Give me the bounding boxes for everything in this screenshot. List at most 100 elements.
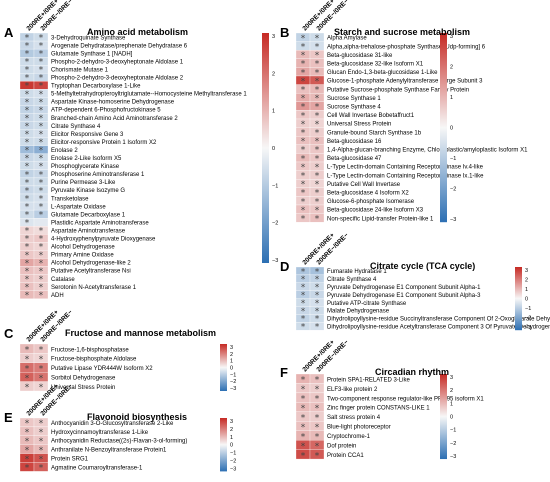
- row-label: Putative ATP-citrate Synthase: [327, 301, 407, 307]
- colorbar-tick-label: −3: [450, 217, 456, 223]
- significance-star: *: [315, 137, 320, 147]
- significance-star: *: [301, 283, 306, 293]
- row-label: Aspartate Kinase-homoserine Dehydrogenas…: [51, 100, 175, 106]
- significance-star: *: [301, 432, 306, 442]
- colorbar-tick-label: −1: [230, 451, 236, 457]
- significance-star: *: [39, 419, 44, 429]
- row-label: 4-Hydroxyphenylpyruvate Dioxygenase: [51, 237, 156, 243]
- row-label: L-Type Lectin-domain Containing Receptor…: [327, 173, 484, 179]
- significance-star: *: [39, 235, 44, 245]
- colorbar-tick-label: −3: [230, 386, 236, 392]
- significance-star: *: [25, 114, 30, 124]
- colorbar-tick-label: 0: [230, 366, 233, 372]
- significance-star: *: [315, 120, 320, 130]
- row-label: Sucrose Synthase 1: [327, 96, 381, 102]
- colorbar-tick-label: −1: [230, 372, 236, 378]
- significance-star: *: [301, 146, 306, 156]
- significance-star: *: [315, 94, 320, 104]
- significance-star: *: [25, 58, 30, 68]
- significance-star: *: [25, 178, 30, 188]
- significance-star: *: [39, 138, 44, 148]
- significance-star: *: [315, 413, 320, 423]
- colorbar-tick-label: −3: [272, 258, 278, 264]
- row-label: Cell Wall Invertase Bobetaffruct1: [327, 113, 415, 119]
- significance-star: *: [25, 162, 30, 172]
- row-label: Enolase 2-Like Isoform X5: [51, 156, 122, 162]
- significance-star: *: [25, 219, 30, 229]
- colorbar-tick-label: −2: [450, 187, 456, 193]
- row-label: Glucan Endo-1,3-beta-glucosidase 1-Like: [327, 70, 438, 76]
- significance-star: *: [315, 51, 320, 61]
- row-label: Putative Sucrose-phosphate Synthase Fami…: [327, 87, 469, 93]
- heatmap-cell: [309, 322, 325, 331]
- colorbar-tick-label: 3: [230, 419, 233, 425]
- significance-star: *: [301, 315, 306, 325]
- heatmap-cell: [309, 449, 325, 460]
- heatmap-cell: [33, 290, 49, 299]
- significance-star: *: [25, 455, 30, 465]
- row-label: ADH: [51, 293, 64, 299]
- row-label: Catalase: [51, 277, 75, 283]
- significance-star: *: [25, 275, 30, 285]
- significance-star: *: [315, 163, 320, 173]
- row-label: Salt stress protein 4: [327, 415, 381, 421]
- significance-star: *: [315, 189, 320, 199]
- colorbar: [440, 33, 447, 223]
- row-label: Elicitor-responsive Protein 1 Isoform X2: [51, 140, 157, 146]
- colorbar-tick-label: −3: [450, 454, 456, 460]
- significance-star: *: [39, 178, 44, 188]
- colorbar-tick-label: −2: [450, 441, 456, 447]
- significance-star: *: [315, 395, 320, 405]
- row-label: Tryptophan Decarboxylase 1-Like: [51, 84, 141, 90]
- significance-star: *: [25, 283, 30, 293]
- colorbar-tick-label: 1: [230, 359, 233, 365]
- row-label: 5-Methyltetrahydropteroyltriglutamate--H…: [51, 92, 247, 98]
- row-label: Phosphoserine Aminotransferase 1: [51, 172, 145, 178]
- row-label: Beta-glucosidase 32-like Isoform X1: [327, 62, 424, 68]
- colorbar-tick-label: 1: [272, 109, 275, 115]
- significance-star: *: [39, 82, 44, 92]
- significance-star: *: [301, 404, 306, 414]
- significance-star: *: [39, 251, 44, 261]
- significance-star: *: [39, 291, 44, 301]
- significance-star: *: [25, 186, 30, 196]
- panel-label-d: D: [280, 259, 290, 274]
- colorbar: [220, 344, 227, 391]
- panel-title-c: Fructose and mannose metabolism: [65, 328, 217, 338]
- significance-star: *: [315, 77, 320, 87]
- heatmap-panel-f: 200RE+/0RE+200RE−/0RE−* * Protein SPA1-REL…: [295, 339, 484, 461]
- row-label: Malate Dehydrogenase: [327, 309, 390, 315]
- significance-star: *: [25, 66, 30, 76]
- row-label: Beta-glucosidase 31-like: [327, 53, 393, 59]
- colorbar-tick-label: 0: [450, 415, 453, 421]
- colorbar-tick-label: −1: [525, 306, 531, 312]
- row-label: Branched-chain Amino Acid Aminotransfera…: [51, 116, 178, 122]
- significance-star: *: [25, 202, 30, 212]
- significance-star: *: [25, 383, 30, 393]
- row-label: Phosphoglycerate Kinase: [51, 164, 120, 170]
- heatmap-panel-e: 200RE+/0RE+200RE−/0RE−* * Anthocyanidin 3-…: [19, 383, 236, 474]
- significance-star: *: [301, 77, 306, 87]
- row-label: Enolase 2: [51, 148, 78, 154]
- significance-star: *: [315, 315, 320, 325]
- colorbar-tick-label: −2: [230, 459, 236, 465]
- significance-star: *: [315, 60, 320, 70]
- row-label: Beta-glucosidase 24-like Isoform X3: [327, 208, 424, 214]
- significance-star: *: [25, 82, 30, 92]
- colorbar-tick-label: 1: [450, 401, 453, 407]
- significance-star: *: [25, 146, 30, 156]
- panel-label-e: E: [4, 410, 13, 425]
- panel-label-c: C: [4, 326, 14, 341]
- significance-star: *: [25, 227, 30, 237]
- row-label: L-Type Lectin-domain Containing Receptor…: [327, 165, 484, 171]
- significance-star: *: [39, 98, 44, 108]
- colorbar-tick-label: −3: [230, 466, 236, 472]
- significance-star: *: [39, 170, 44, 180]
- significance-star: *: [315, 129, 320, 139]
- colorbar-tick-label: 3: [525, 268, 528, 274]
- colorbar-tick-label: −1: [450, 156, 456, 162]
- significance-star: *: [301, 376, 306, 386]
- row-label: Beta-glucosidase 4 Isoform X2: [327, 191, 409, 197]
- significance-star: *: [39, 355, 44, 365]
